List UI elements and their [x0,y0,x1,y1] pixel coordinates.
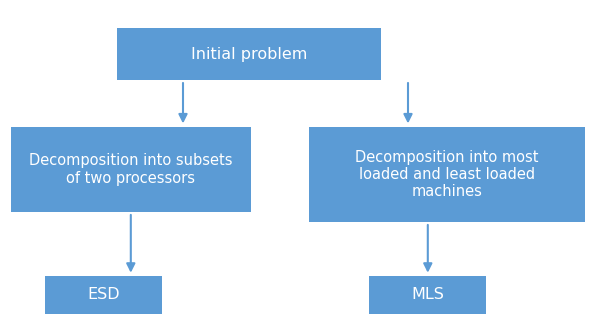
Text: Decomposition into most
loaded and least loaded
machines: Decomposition into most loaded and least… [355,150,539,199]
FancyBboxPatch shape [309,127,585,222]
Text: Initial problem: Initial problem [191,47,307,62]
FancyBboxPatch shape [11,127,251,212]
Text: ESD: ESD [87,287,120,302]
Text: Decomposition into subsets
of two processors: Decomposition into subsets of two proces… [29,153,233,186]
FancyBboxPatch shape [117,28,381,80]
FancyBboxPatch shape [45,276,162,314]
FancyBboxPatch shape [369,276,486,314]
Text: MLS: MLS [411,287,444,302]
